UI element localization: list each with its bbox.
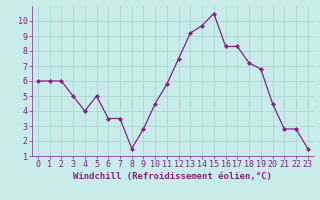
X-axis label: Windchill (Refroidissement éolien,°C): Windchill (Refroidissement éolien,°C) <box>73 172 272 181</box>
